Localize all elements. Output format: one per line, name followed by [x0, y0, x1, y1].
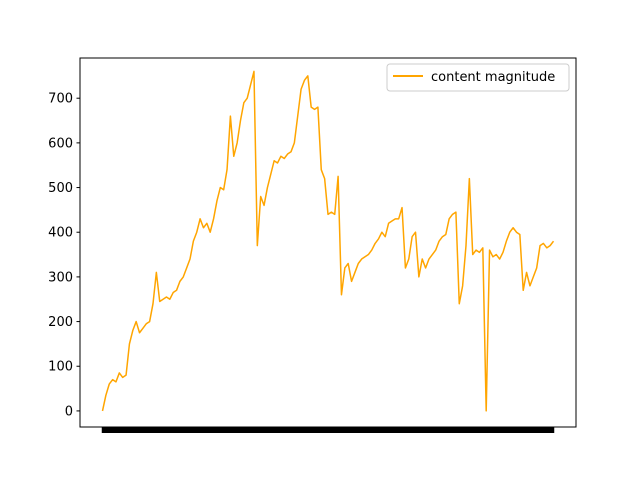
legend-label: content magnitude	[431, 70, 555, 85]
y-tick-label: 100	[48, 360, 73, 375]
x-axis-ticks	[101, 427, 555, 433]
y-tick-label: 500	[48, 181, 73, 196]
y-tick-label: 600	[48, 136, 73, 151]
y-axis-ticks: 0 100 200 300 400 500 600 700	[48, 92, 80, 419]
y-tick-label: 700	[48, 92, 73, 107]
series-layer	[101, 70, 555, 412]
y-tick-label: 200	[48, 315, 73, 330]
plot-frame	[79, 57, 577, 428]
legend-box	[386, 63, 570, 92]
legend: content magnitude	[386, 63, 570, 92]
series-line	[101, 70, 555, 412]
plot-area	[80, 58, 576, 427]
y-tick-label: 0	[65, 404, 73, 419]
y-tick-label: 300	[48, 270, 73, 285]
y-tick-label: 400	[48, 226, 73, 241]
